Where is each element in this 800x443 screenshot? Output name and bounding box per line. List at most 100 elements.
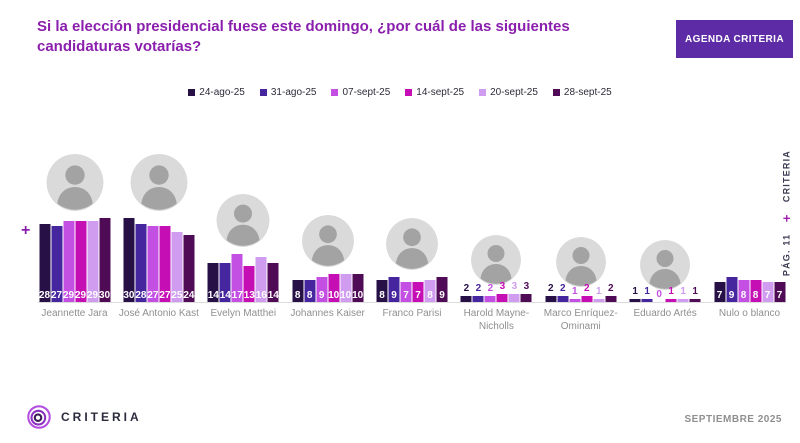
bar-value-label: 2 [475,283,482,295]
bar-value-label: 27 [50,290,63,301]
bar: 10 [352,274,363,302]
bar-value-label: 29 [86,290,99,301]
bar-value-label: 8 [379,290,385,301]
decorative-plus-side-icon: + [779,214,794,222]
bar-value-label: 7 [716,290,723,301]
bar: 16 [256,257,267,302]
candidate-group: 2 2 2 3 3 3 Harold Mayne- Nicholls [460,118,533,332]
bar: 24 [183,234,195,302]
bar-value-label: 3 [499,280,506,292]
bar: 29 [62,220,75,302]
bar: 1 [665,286,677,302]
bar: 30 [99,218,110,302]
candidate-photo [216,194,270,248]
bar-cluster: 8 8 9 10 10 10 [292,274,363,302]
bar: 9 [726,276,737,302]
bar-value-label: 7 [415,290,421,301]
bar-value-label: 13 [243,290,255,301]
bar: 7 [774,282,785,302]
bar-value-label: 3 [511,280,518,292]
legend-label: 28-sept-25 [563,87,612,98]
bar-value-label: 10 [340,290,352,301]
candidate-photo [386,217,438,270]
candidate-name-label: Harold Mayne- Nicholls [463,308,530,332]
candidate-group: 8 8 9 10 10 10 Johannes Kaiser [290,118,365,319]
bar: 7 [714,282,725,302]
legend-swatch-icon [259,89,267,96]
side-page-number: PÁG. 11 [781,233,792,277]
decorative-plus-left-icon: + [21,222,31,239]
bar: 2 [581,283,593,302]
bar: 1 [593,286,605,302]
bar-value-label: 27 [147,290,159,301]
bar: 1 [677,286,689,302]
legend-label: 24-ago-25 [199,87,245,98]
candidate-group: 14 14 17 13 16 14 Evelyn Matthei [207,118,280,319]
bar-cluster: 30 28 27 27 25 24 [123,218,194,302]
bar: 27 [147,226,158,302]
candidate-name-label: Eduardo Artés [633,308,697,319]
candidate-name-label: Johannes Kaiser [290,308,365,319]
candidate-group: 8 9 7 7 8 9 Franco Parisi [376,118,449,319]
candidate-photo [640,240,691,291]
bar-value-label: 10 [328,290,340,301]
bar-value-label: 9 [391,290,397,301]
bar: 3 [520,281,532,302]
candidate-name-label: Nulo o blanco [718,308,781,319]
candidate-group: 2 2 1 2 1 2 Marco Enríquez- Ominami [544,118,618,332]
bar-value-label: 1 [571,286,578,298]
bar: 1 [689,286,701,302]
legend-item: 31-ago-25 [259,87,317,98]
legend-swatch-icon [188,89,196,96]
bar: 29 [86,220,99,302]
criteria-logo: CRITERIA [26,404,142,430]
bar: 7 [400,282,412,302]
bar-value-label: 8 [740,290,747,301]
footer-date: SEPTIEMBRE 2025 [684,414,782,425]
legend-item: 14-sept-25 [405,87,464,98]
bar: 27 [51,226,62,302]
bar-value-label: 14 [267,290,279,301]
bar: 8 [424,279,436,302]
legend-label: 31-ago-25 [270,87,317,98]
bar-value-label: 16 [255,290,267,301]
bar: 7 [762,282,773,302]
legend-swatch-icon [479,89,487,96]
bar-value-label: 2 [547,283,554,295]
bar: 28 [135,223,146,302]
page-title: Si la elección presidencial fuese este d… [37,18,570,55]
bar-value-label: 1 [692,286,698,298]
bar-value-label: 1 [680,286,686,298]
chart-legend: 24-ago-25 31-ago-25 07-sept-25 14-sept-25 20… [0,87,800,98]
bar-value-label: 2 [463,283,470,295]
candidate-photo [46,154,103,211]
bar-cluster: 28 27 29 29 29 30 [39,218,110,302]
bar-value-label: 24 [183,290,195,301]
bar: 3 [496,281,508,302]
bar: 28 [39,223,50,302]
bar: 17 [232,254,243,302]
candidate-photo [471,234,522,285]
legend-label: 20-sept-25 [490,87,538,98]
bar: 3 [508,281,520,302]
candidate-group: 7 9 8 8 7 7 Nulo o blanco [713,118,786,319]
bar: 10 [340,274,351,302]
bar: 8 [750,279,761,302]
candidate-photo [301,215,354,267]
bar-value-label: 1 [644,286,650,298]
bar: 25 [171,232,182,302]
agenda-criteria-button[interactable]: AGENDA CRITERIA [676,20,793,58]
criteria-logo-icon [26,404,52,430]
bar: 2 [472,283,484,302]
candidate-group: 28 27 29 29 29 30 Jeannette Jara [38,118,111,319]
candidate-name-label: Franco Parisi [382,308,442,319]
bar: 9 [316,276,328,302]
bar-value-label: 29 [62,290,75,301]
bar: 9 [436,276,448,302]
bar-value-label: 2 [559,283,566,295]
